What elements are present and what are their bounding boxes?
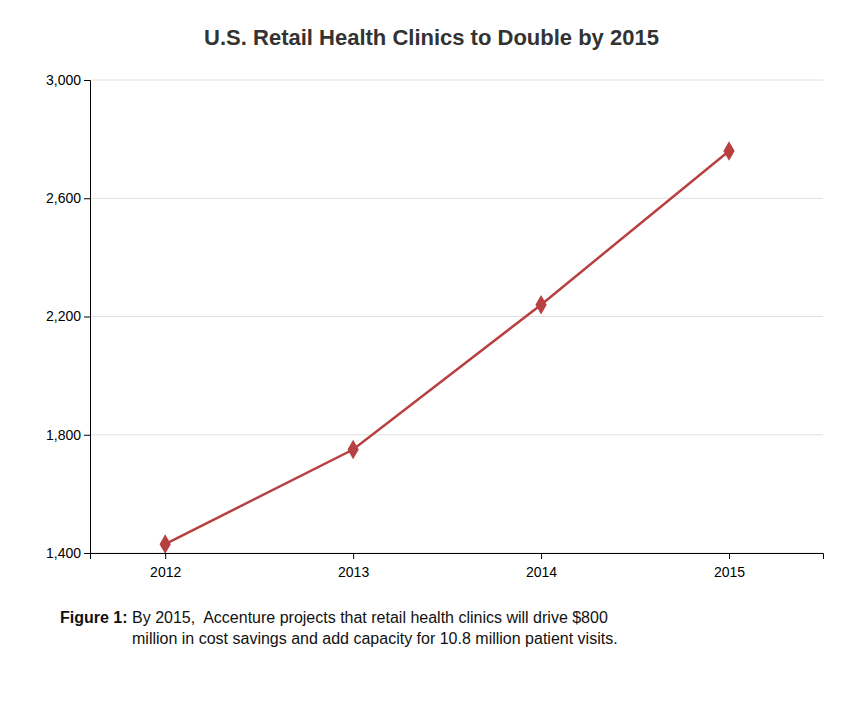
- y-tick: 1,800: [46, 427, 90, 443]
- x-tick: 2012: [150, 553, 181, 580]
- caption-bold: Figure 1:: [60, 609, 128, 626]
- x-tick: 2013: [338, 553, 369, 580]
- x-axis: 2012 2013 2014 2015: [91, 553, 824, 580]
- point: [347, 440, 358, 460]
- y-tick-label: 2,200: [46, 308, 81, 324]
- y-tick: 1,400: [46, 545, 90, 561]
- grid-line: [90, 434, 823, 435]
- x-tick-mark: [165, 553, 166, 559]
- y-tick-label: 1,800: [46, 427, 81, 443]
- chart: U.S. Retail Health Clinics to Double by …: [0, 0, 863, 713]
- point: [723, 141, 734, 161]
- line: [165, 151, 729, 544]
- point: [535, 295, 546, 315]
- x-tick-label: 2013: [338, 564, 369, 580]
- x-tick-mark: [353, 553, 354, 559]
- y-tick-mark: [84, 553, 90, 554]
- caption-text: By 2015, Accenture projects that retail …: [128, 609, 618, 647]
- caption: Figure 1: By 2015, Accenture projects th…: [60, 609, 618, 647]
- marks: [160, 141, 735, 553]
- point: [160, 534, 171, 553]
- y-tick: 3,000: [46, 72, 90, 88]
- y-tick-label: 2,600: [46, 190, 81, 206]
- x-tick: 2014: [526, 553, 557, 580]
- x-tick-mark: [541, 553, 542, 559]
- grid: [90, 80, 823, 553]
- x-tick: 2015: [714, 553, 745, 580]
- y-tick-mark: [84, 198, 90, 199]
- y-axis: 1,400 1,800 2,200 2,600 3,000: [46, 72, 91, 561]
- grid-line: [90, 198, 823, 199]
- x-tick-label: 2012: [150, 564, 181, 580]
- x-tick-label: 2014: [526, 564, 557, 580]
- y-tick: 2,600: [46, 190, 90, 206]
- plot-area: 1,4001,8002,2002,6003,000201220132014201…: [46, 72, 824, 580]
- grid-line: [90, 80, 823, 81]
- y-tick-label: 1,400: [46, 545, 81, 561]
- x-tick-mark: [729, 553, 730, 559]
- y-tick: 2,200: [46, 308, 90, 324]
- grid-line: [90, 316, 823, 317]
- y-axis-line: [84, 81, 91, 554]
- y-tick-mark: [84, 80, 90, 81]
- title: U.S. Retail Health Clinics to Double by …: [204, 25, 659, 50]
- y-tick-mark: [84, 435, 90, 436]
- y-tick-label: 3,000: [46, 72, 81, 88]
- y-tick-mark: [84, 317, 90, 318]
- x-tick-label: 2015: [714, 564, 745, 580]
- x-axis-line: [91, 554, 824, 560]
